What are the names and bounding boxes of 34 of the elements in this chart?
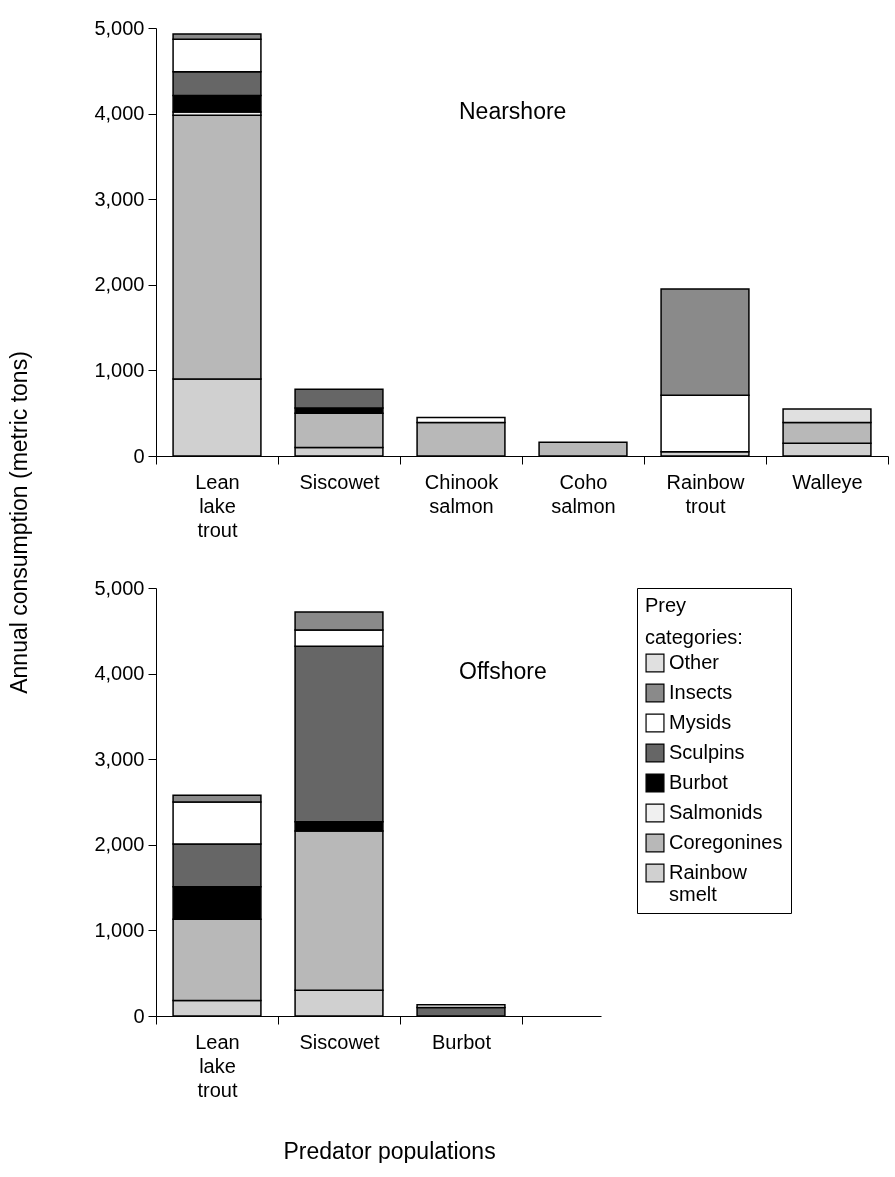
x-tick-label: Rainbow trout: [666, 470, 745, 517]
x-tick-label: Lean lake trout: [195, 1030, 240, 1101]
x-tick-label: Coho salmon: [551, 470, 616, 517]
y-tick-label: 1,000: [94, 358, 145, 381]
legend-label: Other: [669, 651, 720, 673]
y-tick-label: 4,000: [94, 662, 145, 685]
x-tick-label: Walleye: [792, 470, 863, 493]
y-tick-label: 5,000: [94, 16, 145, 39]
y-tick-label: 4,000: [94, 102, 145, 125]
y-tick-label: 2,000: [94, 833, 145, 856]
legend-label: Insects: [669, 681, 733, 703]
legend-label: Rainbow smelt: [669, 861, 748, 905]
y-tick-label: 1,000: [94, 918, 145, 941]
y-tick-label: 0: [133, 1004, 145, 1027]
legend-title: Prey categories:: [645, 594, 743, 648]
legend-label: Burbot: [669, 771, 729, 793]
legend-label: Coregonines: [669, 831, 783, 853]
x-axis-title: Predator populations: [283, 1137, 496, 1164]
annotation: Nearshore: [459, 98, 567, 124]
legend-label: Sculpins: [669, 741, 745, 763]
y-axis-title: Annual consumption (metric tons): [5, 351, 32, 694]
y-tick-label: 0: [133, 444, 145, 467]
y-tick-label: 5,000: [94, 576, 145, 599]
y-tick-label: 3,000: [94, 747, 145, 770]
legend-label: Mysids: [669, 711, 732, 733]
x-tick-label: Chinook salmon: [424, 470, 500, 517]
annotation: Offshore: [459, 658, 547, 684]
x-tick-label: Lean lake trout: [195, 470, 240, 541]
legend-label: Salmonids: [669, 801, 763, 823]
x-tick-label: Siscowet: [299, 470, 380, 493]
y-tick-label: 3,000: [94, 187, 145, 210]
y-tick-label: 2,000: [94, 273, 145, 296]
x-tick-label: Siscowet: [299, 1030, 380, 1053]
x-tick-label: Burbot: [432, 1030, 492, 1053]
